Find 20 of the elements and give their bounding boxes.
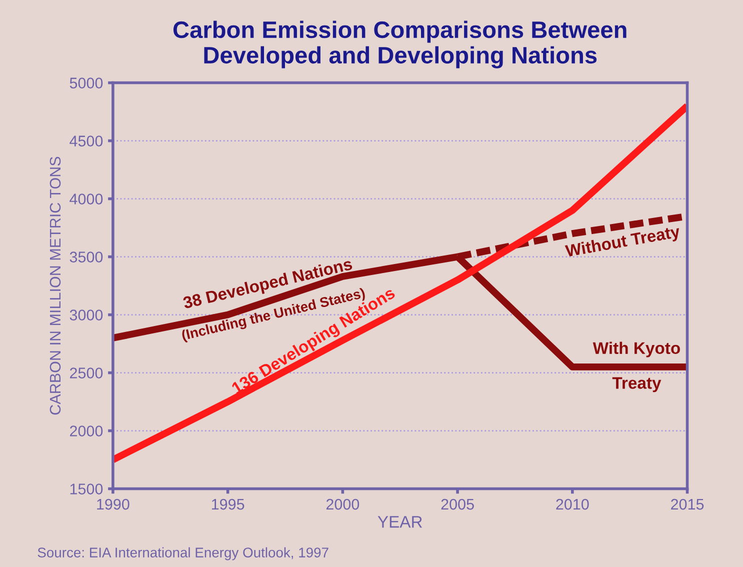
x-tick-label: 2010 — [556, 498, 589, 510]
chart-title: Carbon Emission Comparisons Between Developed and Developing Nations — [173, 20, 626, 68]
x-tick-label: 1990 — [97, 498, 130, 510]
x-tick-label: 1995 — [212, 498, 244, 510]
y-axis-title: CARBON IN MILLION METRIC TONS — [50, 156, 61, 415]
series-label: With Kyoto Treaty — [592, 342, 680, 392]
y-tick-label: 3500 — [70, 252, 103, 262]
y-tick-label: 4500 — [70, 136, 103, 146]
y-tick-label: 5000 — [70, 78, 103, 88]
text: Without Treaty — [564, 224, 682, 260]
y-tick-label: 2500 — [70, 368, 103, 378]
y-tick-label: 4000 — [70, 194, 103, 204]
y-tick-label: 2000 — [70, 426, 103, 436]
x-tick-label: 2005 — [441, 498, 474, 510]
x-tick-label: 2015 — [671, 498, 704, 510]
y-tick-label: 1500 — [70, 484, 103, 494]
x-tick-label: 2000 — [326, 498, 360, 510]
x-axis-title: YEAR — [378, 516, 422, 528]
y-tick-label: 3000 — [70, 310, 103, 320]
source-note: Source: EIA International Energy Outlook, 1997 — [38, 547, 328, 560]
